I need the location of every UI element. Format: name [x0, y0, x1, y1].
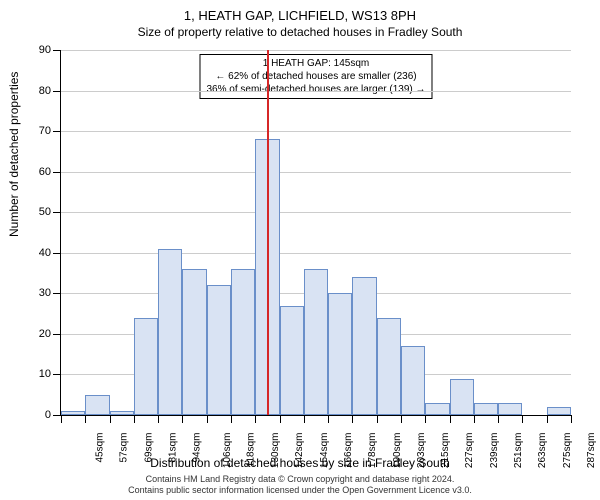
y-tick: [53, 91, 61, 92]
y-tick: [53, 334, 61, 335]
y-tick: [53, 253, 61, 254]
gridline: [61, 253, 571, 254]
x-tick: [401, 415, 402, 423]
x-tick: [158, 415, 159, 423]
y-tick: [53, 415, 61, 416]
chart-subtitle: Size of property relative to detached ho…: [0, 23, 600, 39]
x-tick: [110, 415, 111, 423]
y-tick-label: 0: [45, 409, 51, 421]
bar: [158, 249, 182, 415]
bar: [61, 411, 85, 415]
annotation-line2: ← 62% of detached houses are smaller (23…: [206, 70, 425, 83]
x-tick: [85, 415, 86, 423]
y-axis-title: Number of detached properties: [7, 72, 21, 237]
bar: [474, 403, 498, 415]
bar: [547, 407, 571, 415]
y-tick-label: 50: [39, 206, 51, 218]
x-tick: [450, 415, 451, 423]
x-tick: [280, 415, 281, 423]
plot-area: 1 HEATH GAP: 145sqm ← 62% of detached ho…: [60, 50, 571, 416]
bar: [425, 403, 449, 415]
annotation-line1: 1 HEATH GAP: 145sqm: [206, 57, 425, 70]
y-tick-label: 90: [39, 44, 51, 56]
x-tick: [498, 415, 499, 423]
x-axis-title: Distribution of detached houses by size …: [0, 456, 600, 470]
y-tick: [53, 293, 61, 294]
annotation-box: 1 HEATH GAP: 145sqm ← 62% of detached ho…: [199, 54, 432, 99]
gridline: [61, 91, 571, 92]
y-tick-label: 60: [39, 166, 51, 178]
bar: [352, 277, 376, 415]
bar: [134, 318, 158, 415]
chart-title: 1, HEATH GAP, LICHFIELD, WS13 8PH: [0, 0, 600, 23]
chart-container: 1, HEATH GAP, LICHFIELD, WS13 8PH Size o…: [0, 0, 600, 500]
y-tick-label: 10: [39, 368, 51, 380]
x-tick: [61, 415, 62, 423]
y-tick-label: 30: [39, 287, 51, 299]
x-tick: [255, 415, 256, 423]
x-tick: [207, 415, 208, 423]
footnote-line1: Contains HM Land Registry data © Crown c…: [0, 474, 600, 485]
x-tick: [474, 415, 475, 423]
gridline: [61, 50, 571, 51]
x-tick: [231, 415, 232, 423]
x-tick: [571, 415, 572, 423]
y-tick: [53, 172, 61, 173]
y-tick: [53, 131, 61, 132]
y-tick: [53, 212, 61, 213]
bar: [304, 269, 328, 415]
x-tick: [425, 415, 426, 423]
x-tick: [328, 415, 329, 423]
gridline: [61, 212, 571, 213]
bar: [401, 346, 425, 415]
bar: [182, 269, 206, 415]
y-tick-label: 80: [39, 85, 51, 97]
gridline: [61, 131, 571, 132]
x-tick: [182, 415, 183, 423]
footnote: Contains HM Land Registry data © Crown c…: [0, 474, 600, 496]
x-tick: [304, 415, 305, 423]
y-tick-label: 40: [39, 247, 51, 259]
y-tick-label: 20: [39, 328, 51, 340]
x-tick: [547, 415, 548, 423]
bar: [280, 306, 304, 416]
annotation-line3: 36% of semi-detached houses are larger (…: [206, 83, 425, 96]
x-tick: [134, 415, 135, 423]
x-tick: [352, 415, 353, 423]
bar: [328, 293, 352, 415]
bar: [450, 379, 474, 416]
x-tick: [522, 415, 523, 423]
marker-line: [267, 50, 269, 415]
gridline: [61, 172, 571, 173]
y-tick: [53, 50, 61, 51]
bar: [110, 411, 134, 415]
bar: [207, 285, 231, 415]
bar: [231, 269, 255, 415]
y-tick-label: 70: [39, 125, 51, 137]
bar: [377, 318, 401, 415]
bar: [498, 403, 522, 415]
footnote-line2: Contains public sector information licen…: [0, 485, 600, 496]
bar: [85, 395, 109, 415]
y-tick: [53, 374, 61, 375]
x-tick: [377, 415, 378, 423]
